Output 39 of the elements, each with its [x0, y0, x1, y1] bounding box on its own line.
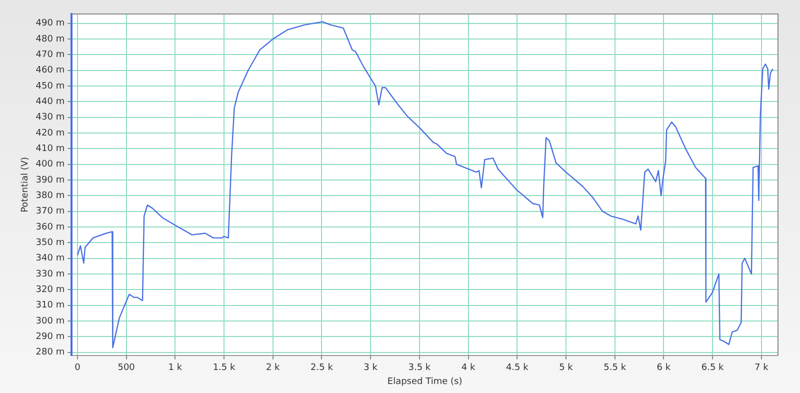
y-tick-label: 350 m: [36, 238, 65, 248]
y-tick-label: 400 m: [36, 160, 65, 170]
y-tick-label: 380 m: [36, 191, 65, 202]
x-tick-label: 4.5 k: [506, 363, 530, 374]
x-tick-label: 1 k: [168, 363, 183, 374]
y-tick-label: 410 m: [36, 144, 65, 154]
y-tick-label: 480 m: [36, 34, 65, 44]
x-axis-title: Elapsed Time (s): [387, 376, 462, 387]
y-tick-label: 310 m: [36, 300, 65, 311]
y-tick-label: 450 m: [36, 81, 65, 92]
y-tick-label: 370 m: [36, 206, 65, 217]
y-tick-label: 490 m: [36, 18, 65, 29]
x-tick-label: 1.5 k: [212, 363, 236, 374]
x-tick-label: 2 k: [266, 363, 281, 374]
x-tick-label: 7 k: [754, 363, 770, 374]
y-tick-label: 290 m: [36, 332, 65, 342]
y-tick-label: 300 m: [36, 316, 65, 326]
x-tick-label: 3.5 k: [408, 363, 432, 374]
x-tick-label: 5 k: [559, 363, 574, 374]
x-tick-label: 6 k: [656, 363, 672, 374]
x-tick-label: 4 k: [461, 363, 476, 374]
y-tick-label: 330 m: [36, 269, 65, 280]
x-tick-label: 0: [74, 363, 81, 374]
y-tick-label: 280 m: [36, 348, 65, 358]
x-tick-label: 500: [118, 363, 136, 374]
x-tick-label: 5.5 k: [604, 363, 627, 374]
x-tick-label: 2.5 k: [310, 363, 334, 374]
y-tick-label: 440 m: [36, 97, 65, 108]
y-tick-label: 460 m: [36, 66, 65, 76]
x-tick-label: 6.5 k: [701, 363, 725, 374]
y-axis-title: Potential (V): [20, 156, 31, 212]
y-tick-label: 390 m: [36, 175, 65, 186]
y-tick-label: 320 m: [36, 284, 65, 295]
y-tick-label: 340 m: [36, 254, 65, 264]
x-tick-label: 3 k: [364, 363, 378, 374]
y-tick-label: 360 m: [36, 222, 65, 232]
y-tick-label: 470 m: [36, 50, 65, 60]
y-tick-label: 430 m: [36, 112, 65, 123]
y-tick-label: 420 m: [36, 128, 65, 138]
